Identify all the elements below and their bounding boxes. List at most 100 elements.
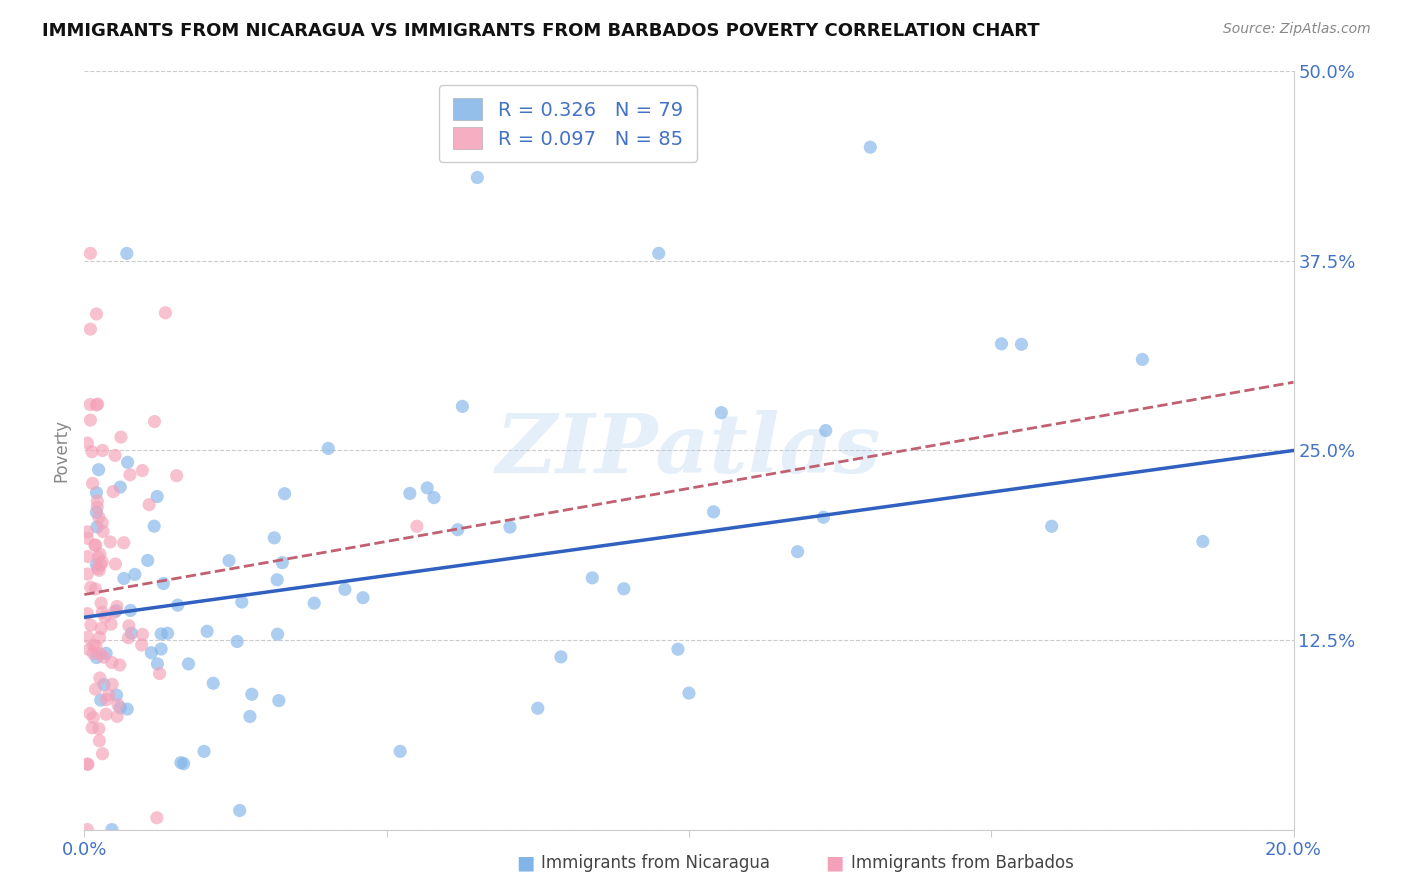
Point: [101, 677, 124, 691]
Point: [89, 563, 111, 577]
Point: [87, 722, 110, 736]
Point: [136, 553, 159, 567]
Point: [859, 140, 882, 154]
Point: [110, 480, 132, 494]
Point: [239, 709, 262, 723]
Point: [678, 686, 700, 700]
Point: [273, 487, 295, 501]
Point: [648, 246, 671, 260]
Point: [100, 617, 122, 632]
Point: [117, 631, 139, 645]
Point: [266, 627, 288, 641]
Point: [146, 811, 169, 825]
Point: [416, 481, 439, 495]
Point: [105, 599, 128, 614]
Point: [89, 631, 111, 645]
Point: [105, 709, 128, 723]
Point: [97, 688, 120, 702]
Point: [79, 398, 101, 412]
Y-axis label: Poverty: Poverty: [52, 419, 70, 482]
Point: [91, 516, 114, 530]
Point: [84, 582, 107, 596]
Text: Source: ZipAtlas.com: Source: ZipAtlas.com: [1223, 22, 1371, 37]
Point: [103, 605, 125, 619]
Point: [467, 170, 489, 185]
Point: [86, 397, 108, 411]
Point: [91, 605, 114, 619]
Point: [166, 468, 188, 483]
Point: [86, 398, 108, 412]
Point: [79, 246, 101, 260]
Point: [666, 642, 689, 657]
Point: [1040, 519, 1063, 533]
Point: [86, 520, 108, 534]
Point: [86, 307, 108, 321]
Text: ZIPatlas: ZIPatlas: [496, 410, 882, 491]
Point: [149, 666, 172, 681]
Point: [76, 757, 98, 772]
Point: [143, 519, 166, 533]
Point: [105, 604, 128, 618]
Point: [76, 524, 98, 539]
Point: [146, 657, 169, 671]
Point: [77, 642, 100, 657]
Point: [76, 549, 98, 564]
Point: [84, 538, 107, 552]
Point: [89, 547, 111, 561]
Point: [82, 638, 104, 652]
Point: [76, 822, 98, 837]
Point: [80, 618, 103, 632]
Point: [93, 650, 115, 665]
Point: [84, 640, 107, 654]
Point: [120, 603, 142, 617]
Point: [79, 322, 101, 336]
Point: [121, 626, 143, 640]
Point: [499, 520, 522, 534]
Point: [193, 744, 215, 758]
Point: [91, 524, 114, 539]
Point: [76, 436, 98, 450]
Point: [155, 306, 177, 320]
Point: [228, 804, 250, 818]
Point: [104, 449, 127, 463]
Point: [87, 561, 110, 575]
Point: [112, 536, 135, 550]
Point: [90, 558, 112, 572]
Point: [117, 455, 139, 469]
Point: [79, 706, 101, 721]
Point: [90, 622, 112, 636]
Point: [451, 400, 474, 414]
Point: [89, 647, 111, 661]
Point: [316, 442, 339, 456]
Point: [166, 598, 188, 612]
Point: [406, 519, 429, 533]
Point: [173, 756, 195, 771]
Point: [389, 744, 412, 758]
Point: [91, 443, 114, 458]
Point: [76, 531, 98, 545]
Point: [115, 702, 138, 716]
Point: [82, 721, 104, 735]
Point: [150, 642, 173, 657]
Point: [98, 535, 121, 549]
Point: [131, 638, 153, 652]
Point: [990, 336, 1012, 351]
Point: [226, 634, 249, 648]
Point: [1011, 337, 1033, 351]
Point: [814, 424, 837, 438]
Point: [86, 558, 108, 572]
Point: [80, 580, 103, 594]
Point: [195, 624, 218, 639]
Point: [177, 657, 200, 671]
Point: [1130, 352, 1153, 367]
Point: [90, 596, 112, 610]
Point: [527, 701, 550, 715]
Point: [110, 700, 132, 714]
Point: [398, 486, 420, 500]
Point: [86, 485, 108, 500]
Point: [94, 610, 117, 624]
Point: [76, 630, 98, 644]
Point: [101, 822, 124, 837]
Point: [118, 467, 141, 482]
Point: [94, 707, 117, 722]
